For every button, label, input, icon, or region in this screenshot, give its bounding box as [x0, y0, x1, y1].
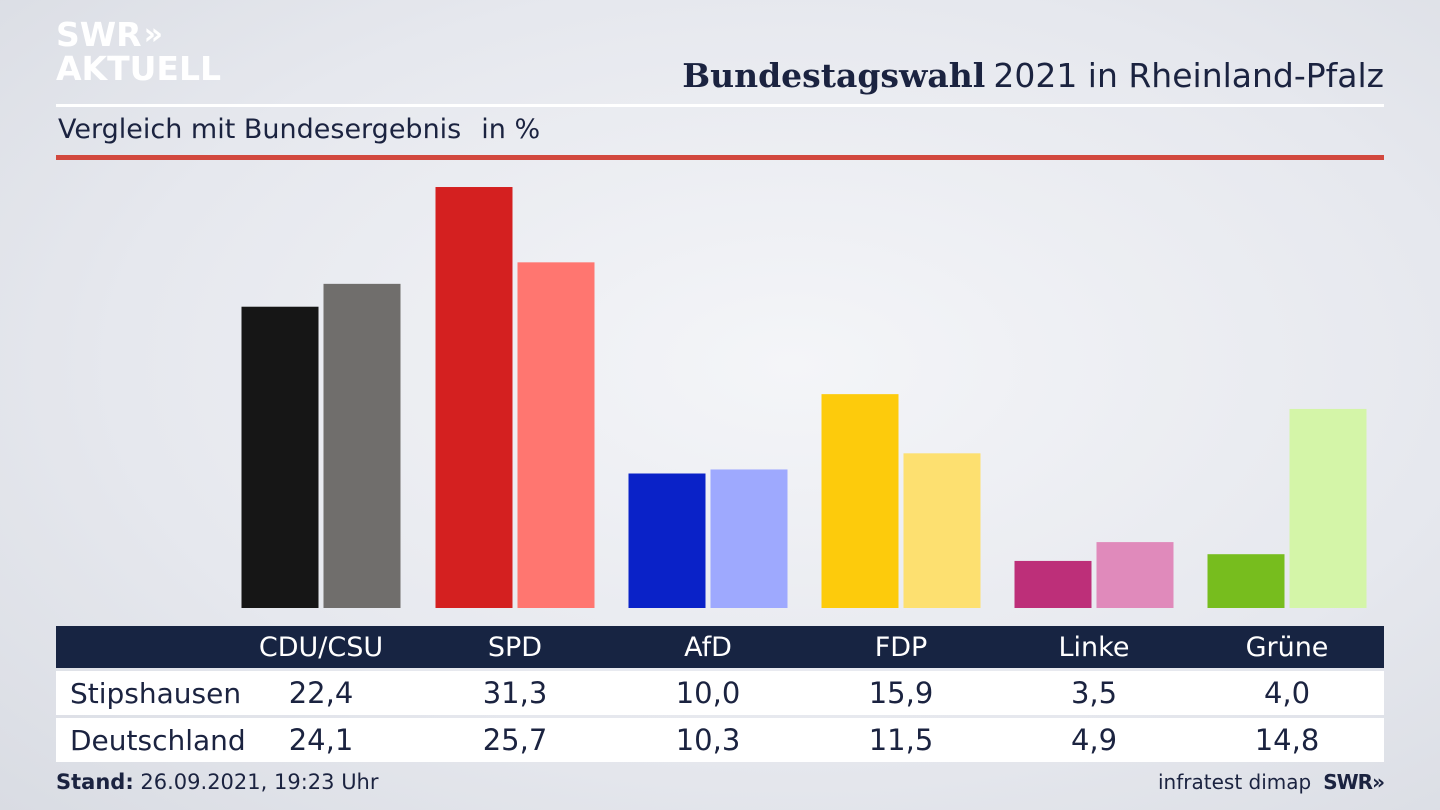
source-text: infratest dimap — [1158, 770, 1312, 794]
bar-cducsu-deutschland — [323, 283, 401, 608]
chart-subtitle: Vergleich mit Bundesergebnis in % — [58, 114, 540, 145]
source-credit: infratest dimap SWR» — [1158, 770, 1385, 794]
table-cell: 25,7 — [482, 723, 548, 757]
row-label: Deutschland — [70, 723, 246, 757]
timestamp: Stand: 26.09.2021, 19:23 Uhr — [56, 770, 379, 794]
table-cell: 4,0 — [1263, 676, 1311, 710]
bar-afd-stipshausen — [628, 473, 706, 608]
title-divider — [56, 104, 1384, 107]
logo-aktuell: AKTUELL — [56, 49, 222, 88]
table-cell: 31,3 — [482, 676, 548, 710]
bar-fdp-deutschland — [903, 453, 981, 608]
bar-grne-deutschland — [1289, 408, 1367, 608]
table-row: Deutschland 24,1 25,7 10,3 11,5 4,9 14,8 — [56, 718, 1384, 762]
table-cell: 10,0 — [675, 676, 741, 710]
table-header: CDU/CSU SPD AfD FDP Linke Grüne — [56, 626, 1384, 668]
subtitle-unit: in % — [481, 114, 541, 145]
bar-grne-stipshausen — [1207, 554, 1285, 608]
table-cell: 24,1 — [288, 723, 354, 757]
column-header: CDU/CSU — [258, 631, 384, 663]
results-table: CDU/CSU SPD AfD FDP Linke Grüne Stipshausen 2… — [56, 626, 1384, 762]
stand-value: 26.09.2021, 19:23 Uhr — [140, 770, 379, 794]
bar-spd-deutschland — [517, 262, 595, 608]
column-header: AfD — [684, 631, 732, 663]
subtitle-text: Vergleich mit Bundesergebnis — [58, 114, 462, 145]
table-cell: 3,5 — [1070, 676, 1118, 710]
row-label: Stipshausen — [70, 676, 242, 710]
logo-swr: SWR — [56, 15, 142, 54]
column-header: Grüne — [1245, 631, 1329, 663]
title-bold: Bundestagswahl — [682, 56, 986, 95]
column-header: FDP — [874, 631, 928, 663]
bar-spd-stipshausen — [435, 187, 513, 608]
subtitle-divider — [56, 155, 1384, 160]
bar-fdp-stipshausen — [821, 394, 899, 608]
bar-cducsu-stipshausen — [241, 306, 319, 608]
table-cell: 4,9 — [1070, 723, 1118, 757]
swr-aktuell-logo: SWR» AKTUELL — [56, 18, 221, 86]
stand-label: Stand: — [56, 770, 134, 794]
column-header: Linke — [1058, 631, 1130, 663]
table-cell: 15,9 — [868, 676, 934, 710]
column-header: SPD — [487, 631, 543, 663]
bar-chart — [241, 187, 1367, 608]
table-cell: 11,5 — [868, 723, 934, 757]
bar-linke-deutschland — [1096, 542, 1174, 608]
bar-linke-stipshausen — [1014, 560, 1092, 608]
swr-brand: SWR» — [1323, 770, 1385, 794]
page-title: Bundestagswahl 2021 in Rheinland-Pfalz — [682, 56, 1384, 95]
table-cell: 14,8 — [1254, 723, 1320, 757]
table-cell: 22,4 — [288, 676, 354, 710]
bar-afd-deutschland — [710, 469, 788, 608]
table-cell: 10,3 — [675, 723, 741, 757]
table-row: Stipshausen 22,4 31,3 10,0 15,9 3,5 4,0 — [56, 671, 1384, 715]
title-rest: 2021 in Rheinland-Pfalz — [993, 56, 1384, 95]
